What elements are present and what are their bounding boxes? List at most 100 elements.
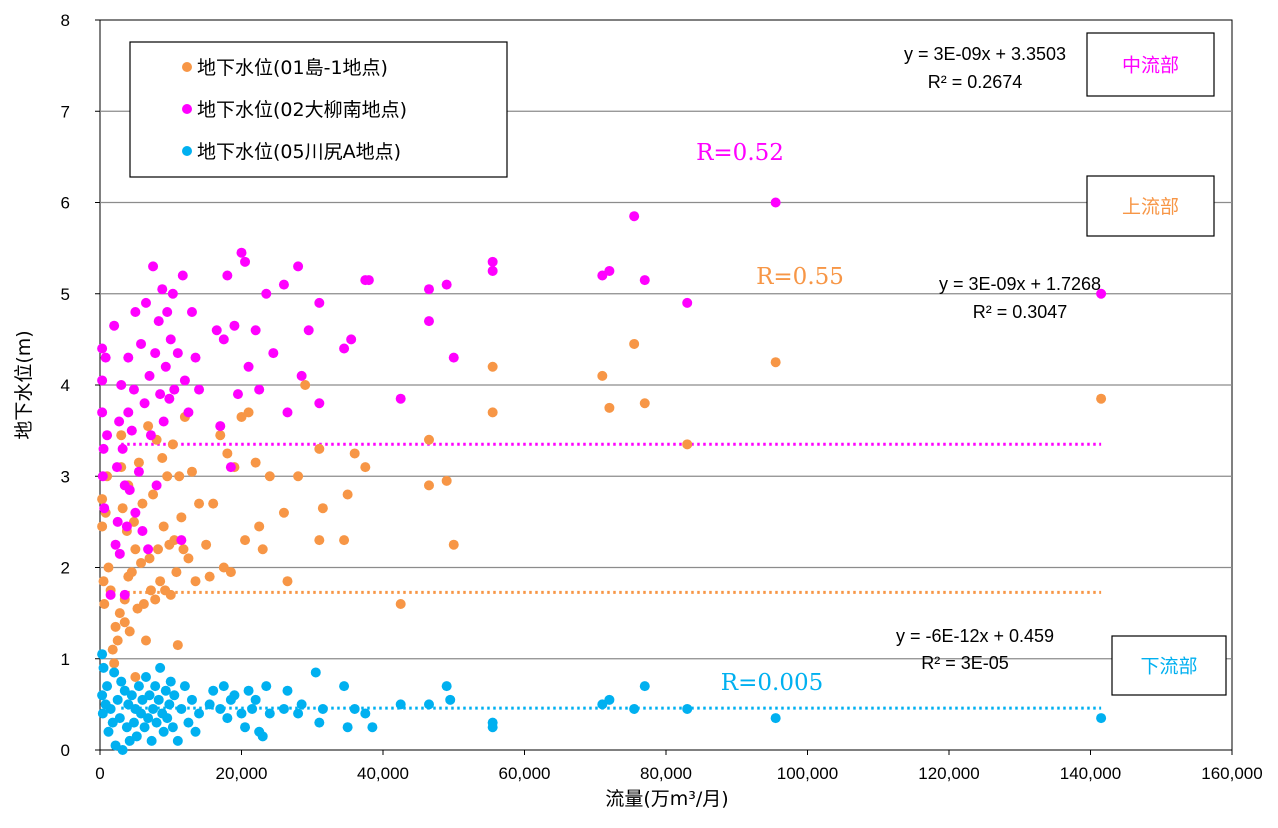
data-point xyxy=(278,279,289,290)
data-point xyxy=(126,567,137,578)
data-point xyxy=(179,375,190,386)
data-point xyxy=(243,407,254,418)
data-point xyxy=(448,352,459,363)
data-point xyxy=(268,348,279,359)
data-point xyxy=(98,576,109,587)
data-point xyxy=(165,676,176,687)
data-point xyxy=(487,256,498,267)
data-point xyxy=(604,694,615,705)
data-point xyxy=(264,471,275,482)
correlation-label: R=0.52 xyxy=(696,140,784,166)
data-point xyxy=(144,370,155,381)
data-point xyxy=(169,384,180,395)
data-point xyxy=(236,411,247,422)
data-point xyxy=(310,667,321,678)
data-point xyxy=(360,462,371,473)
x-tick-label: 120,000 xyxy=(918,764,979,783)
data-point xyxy=(150,681,161,692)
data-point xyxy=(487,265,498,276)
data-point xyxy=(145,430,156,441)
data-point xyxy=(349,703,360,714)
data-point xyxy=(218,562,229,573)
data-point xyxy=(109,658,120,669)
data-point xyxy=(139,398,150,409)
annotations: y = 3E-09x + 1.7268 R² = 0.3047 R=0.55 上流部 y… xyxy=(696,32,1227,696)
data-point xyxy=(293,261,304,272)
data-point xyxy=(148,489,159,500)
data-point xyxy=(204,571,215,582)
data-point xyxy=(97,407,108,418)
data-point xyxy=(105,589,116,600)
region-box xyxy=(1086,32,1215,97)
data-point xyxy=(342,722,353,733)
region-label: 上流部 xyxy=(1122,196,1179,218)
data-point xyxy=(349,448,360,459)
data-point xyxy=(102,430,113,441)
data-point xyxy=(97,494,108,505)
trendline-equation: y = 3E-09x + 1.7268 xyxy=(939,274,1101,294)
legend-marker xyxy=(182,104,192,114)
data-point xyxy=(97,343,108,354)
trendline-equation: y = -6E-12x + 0.459 xyxy=(896,626,1054,646)
data-point xyxy=(143,544,154,555)
data-point xyxy=(682,297,693,308)
data-point xyxy=(109,667,120,678)
data-point xyxy=(155,389,166,400)
data-point xyxy=(639,275,650,286)
data-point xyxy=(110,539,121,550)
data-point xyxy=(243,361,254,372)
data-point xyxy=(114,608,125,619)
data-point xyxy=(222,270,233,281)
data-point xyxy=(186,307,197,317)
data-point xyxy=(314,717,325,728)
data-point xyxy=(215,703,226,714)
data-point xyxy=(133,681,144,692)
data-point xyxy=(296,370,307,381)
data-point xyxy=(445,694,456,705)
data-point xyxy=(240,535,251,546)
data-point xyxy=(303,325,314,336)
region-label: 下流部 xyxy=(1140,656,1197,678)
data-point xyxy=(363,275,374,286)
legend-label: 地下水位(05川尻A地点) xyxy=(197,141,401,163)
data-point xyxy=(117,443,128,454)
data-point xyxy=(114,548,125,559)
data-point xyxy=(162,713,173,724)
data-point xyxy=(211,325,222,336)
legend: 地下水位(01島-1地点) 地下水位(02大柳南地点) 地下水位(05川尻A地点) xyxy=(129,41,508,178)
data-point xyxy=(222,448,233,459)
correlation-label: R=0.55 xyxy=(756,264,844,290)
data-points xyxy=(97,197,1107,755)
data-point xyxy=(137,694,148,705)
y-tick-label: 4 xyxy=(61,376,70,395)
data-point xyxy=(140,635,151,646)
y-tick-label: 0 xyxy=(61,741,70,760)
data-point xyxy=(138,599,149,609)
data-point xyxy=(112,694,123,705)
data-point xyxy=(317,503,328,514)
data-point xyxy=(137,526,148,536)
data-point xyxy=(282,576,293,587)
legend-box xyxy=(129,41,508,178)
y-tick-label: 3 xyxy=(61,467,70,486)
data-point xyxy=(346,334,357,345)
data-point xyxy=(339,681,350,692)
trendline-equation: y = 3E-09x + 3.3503 xyxy=(904,44,1066,64)
data-point xyxy=(153,544,164,555)
data-point xyxy=(487,407,498,418)
data-point xyxy=(423,480,434,491)
data-point xyxy=(176,535,187,546)
data-point xyxy=(112,516,123,527)
data-point xyxy=(1096,288,1107,299)
data-point xyxy=(176,512,187,523)
data-point xyxy=(183,553,194,564)
data-point xyxy=(395,393,406,404)
data-point xyxy=(167,722,178,733)
data-point xyxy=(339,343,350,354)
x-tick-label: 60,000 xyxy=(499,764,551,783)
data-point xyxy=(257,544,268,555)
data-point xyxy=(639,398,650,409)
data-point xyxy=(208,685,219,696)
data-point xyxy=(160,361,171,372)
data-point xyxy=(136,338,147,349)
